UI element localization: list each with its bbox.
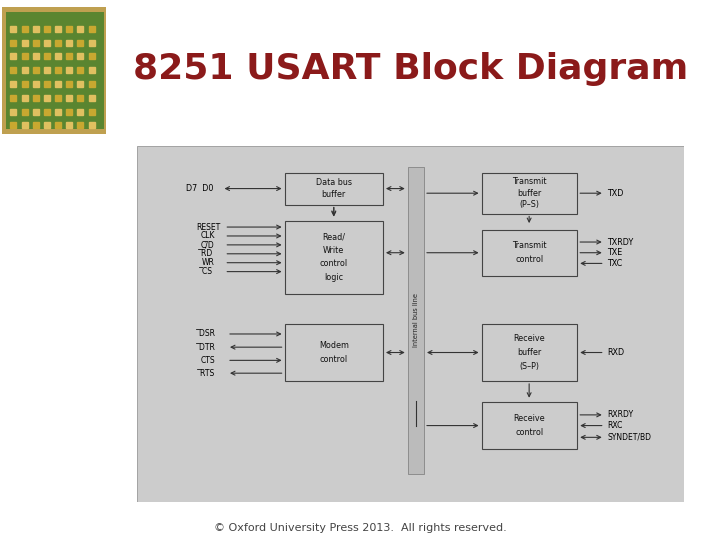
Bar	[6, 12, 104, 130]
Bar	[482, 173, 577, 213]
Text: WR: WR	[202, 258, 215, 267]
Text: RXD: RXD	[608, 348, 624, 357]
Text: ̅CS: ̅CS	[203, 267, 213, 276]
Bar	[482, 230, 577, 276]
Text: RXRDY: RXRDY	[608, 410, 634, 420]
Text: Receive: Receive	[513, 334, 545, 343]
Text: TXC: TXC	[608, 259, 623, 268]
Text: Data bus: Data bus	[316, 178, 352, 187]
Text: C/̅D: C/̅D	[201, 240, 215, 249]
Text: logic: logic	[324, 273, 343, 282]
Text: ̅DTR: ̅DTR	[200, 343, 216, 352]
Text: buffer: buffer	[322, 191, 346, 199]
Bar	[284, 324, 383, 381]
Bar	[408, 167, 424, 474]
Text: Internal bus line: Internal bus line	[413, 293, 419, 347]
Text: Transmit: Transmit	[512, 241, 546, 251]
Text: SYNDET/BD: SYNDET/BD	[608, 433, 652, 442]
Text: (P–S): (P–S)	[519, 200, 539, 209]
Text: ̅RTS: ̅RTS	[201, 369, 215, 377]
Text: © Oxford University Press 2013.  All rights reserved.: © Oxford University Press 2013. All righ…	[214, 523, 506, 533]
Text: D7  D0: D7 D0	[186, 184, 213, 193]
Text: Read/: Read/	[323, 232, 346, 241]
Text: control: control	[320, 355, 348, 364]
Text: Write: Write	[323, 246, 344, 255]
Text: ̅DSR: ̅DSR	[200, 329, 216, 339]
Text: Transmit: Transmit	[512, 177, 546, 186]
Bar	[284, 221, 383, 294]
Text: Modem: Modem	[319, 341, 348, 350]
Text: TXD: TXD	[608, 188, 624, 198]
Text: RESET: RESET	[196, 222, 220, 232]
Text: Receive: Receive	[513, 414, 545, 423]
Bar	[482, 402, 577, 449]
Bar	[482, 324, 577, 381]
Text: CTS: CTS	[201, 356, 215, 365]
Text: control: control	[320, 259, 348, 268]
Text: CLK: CLK	[201, 232, 215, 240]
Text: buffer: buffer	[517, 348, 541, 357]
Text: 8251 USART Block Diagram: 8251 USART Block Diagram	[132, 52, 688, 86]
Text: control: control	[516, 255, 544, 264]
Text: (S–P): (S–P)	[519, 362, 539, 370]
Text: TXE: TXE	[608, 248, 623, 257]
Text: TXRDY: TXRDY	[608, 238, 634, 247]
Bar	[284, 172, 383, 205]
Text: buffer: buffer	[517, 188, 541, 198]
Text: RXC: RXC	[608, 421, 623, 430]
Text: ̅RD: ̅RD	[202, 249, 214, 258]
Text: control: control	[516, 428, 544, 437]
